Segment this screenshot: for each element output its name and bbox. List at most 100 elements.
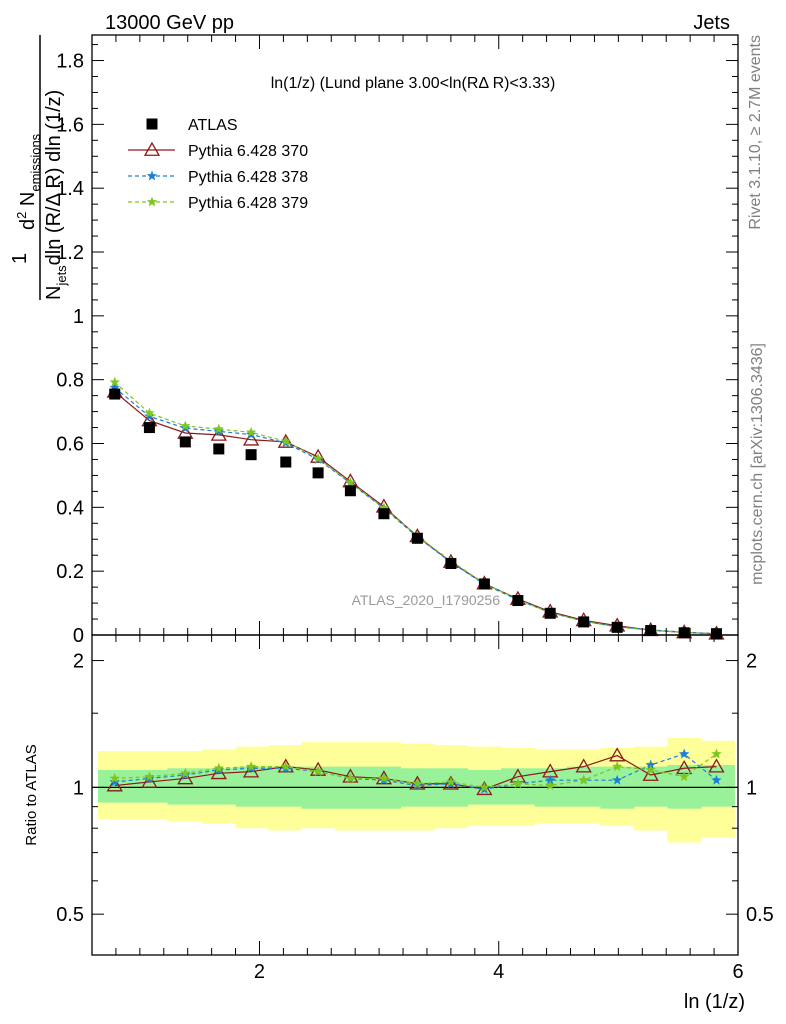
data-point	[245, 426, 257, 437]
ylabel-num-sub: emissions	[28, 133, 43, 191]
band-inner-bin	[202, 768, 237, 805]
x-tick-label: 4	[493, 961, 504, 983]
data-point	[678, 748, 690, 759]
data-point	[242, 431, 260, 446]
data-point	[109, 388, 121, 400]
data-point	[242, 763, 260, 778]
data-point	[280, 456, 292, 468]
data-point	[312, 467, 324, 479]
data-point	[378, 502, 390, 513]
data-point	[109, 772, 120, 783]
data-point	[309, 761, 327, 776]
data-point	[609, 747, 626, 762]
ylabel-one: 1	[9, 253, 31, 264]
svg-text:d2 Nemissions: d2 Nemissions	[14, 133, 43, 230]
legend-entry: Pythia 6.428 378	[128, 169, 308, 186]
ratio-panel	[92, 747, 738, 796]
data-point	[277, 433, 294, 448]
data-point	[345, 476, 356, 487]
data-point	[342, 768, 359, 783]
y-tick-label: 0.4	[56, 497, 84, 519]
data-point	[378, 772, 390, 783]
ylabel-den-rest: dln (R/Δ R) dln (1/z)	[43, 90, 65, 266]
data-point	[445, 776, 457, 787]
ratio-frame	[91, 634, 739, 956]
ratio-y-tick-label: 1	[73, 777, 84, 799]
data-point	[544, 780, 556, 790]
svg-text:ln(1/z) (Lund plane 3.00<ln(RΔ: ln(1/z) (Lund plane 3.00<ln(RΔ R)<3.33)	[271, 75, 556, 92]
ratio-y-tick-label-right: 2	[746, 651, 757, 673]
data-point	[210, 426, 227, 441]
data-point	[711, 748, 722, 759]
y-tick-label: 0.8	[56, 370, 84, 392]
ratio-y-axis-label: Ratio to ATLAS	[23, 744, 40, 845]
data-point	[143, 141, 161, 156]
data-point	[109, 376, 120, 387]
data-point	[708, 758, 725, 773]
data-point	[146, 118, 158, 130]
header-left: 13000 GeV pp	[105, 12, 234, 34]
data-point	[144, 771, 155, 782]
y-tick-label: 1.8	[56, 51, 84, 73]
y-tick-label: 1.4	[56, 178, 84, 200]
data-point	[146, 196, 158, 207]
legend-label: ATLAS	[188, 117, 238, 134]
data-point	[345, 772, 356, 783]
axes-frames: 0 0.2 0.4 0.6 0.8 1 1.2 1.4 1.6 1.8 2 4 6 0.5 0.5 1 1 2 2	[56, 34, 774, 983]
data-point	[578, 616, 590, 628]
legend-label: Pythia 6.428 378	[188, 169, 308, 186]
data-point	[611, 621, 623, 633]
data-point	[180, 420, 191, 431]
data-point	[245, 761, 257, 772]
data-point	[109, 382, 120, 393]
data-point	[179, 436, 191, 448]
data-point	[544, 774, 556, 785]
y-tick-label: 1.6	[56, 114, 84, 136]
ratio-y-tick-label: 2	[73, 651, 84, 673]
y-tick-label: 0.2	[56, 561, 84, 583]
data-point	[144, 407, 155, 418]
data-point	[512, 595, 524, 607]
series-atlas	[109, 388, 722, 640]
data-point	[611, 761, 623, 772]
legend: ATLAS Pythia 6.428 370 Pythia 6.428 378 Pyt…	[128, 117, 308, 212]
band-inner-bin	[566, 766, 601, 807]
data-point	[106, 777, 123, 792]
data-point	[711, 774, 722, 785]
main-y-axis-label: 1 d2 Nemissions Njetsdln (R/Δ R) dln (1/…	[9, 35, 69, 300]
data-point	[344, 485, 356, 497]
data-point	[578, 774, 589, 785]
band-inner-bin	[235, 766, 269, 807]
ratio-y-tick-label-right: 1	[746, 777, 757, 799]
main-panel	[106, 376, 725, 640]
analysis-watermark: ATLAS_2020_I1790256	[352, 592, 501, 608]
data-point	[177, 770, 194, 785]
data-point	[575, 758, 592, 773]
x-tick-label: 2	[254, 961, 265, 983]
data-point	[144, 410, 155, 421]
legend-label: Pythia 6.428 379	[188, 195, 308, 212]
header-right: Jets	[693, 12, 730, 34]
data-point	[312, 766, 324, 777]
ylabel-num-sup: 2	[14, 212, 29, 219]
legend-entry: Pythia 6.428 370	[128, 141, 308, 160]
data-point	[213, 762, 225, 773]
ylabel-num-N: N	[17, 192, 39, 206]
band-inner-bin	[501, 768, 536, 805]
data-point	[678, 627, 690, 639]
data-point	[280, 761, 292, 772]
data-point	[312, 453, 324, 463]
data-point	[544, 607, 556, 619]
data-point	[445, 558, 457, 570]
data-point	[611, 774, 623, 785]
ratio-y-tick-label-right: 0.5	[746, 904, 774, 926]
data-point	[512, 778, 524, 789]
data-point	[478, 578, 490, 590]
ratio-uncertainty-bands	[97, 737, 735, 843]
ratio-y-tick-label: 0.5	[56, 904, 84, 926]
ylabel-den-N: N	[43, 286, 65, 300]
band-inner-bin	[267, 766, 302, 807]
band-inner-bin	[633, 766, 668, 807]
data-point	[378, 508, 390, 520]
